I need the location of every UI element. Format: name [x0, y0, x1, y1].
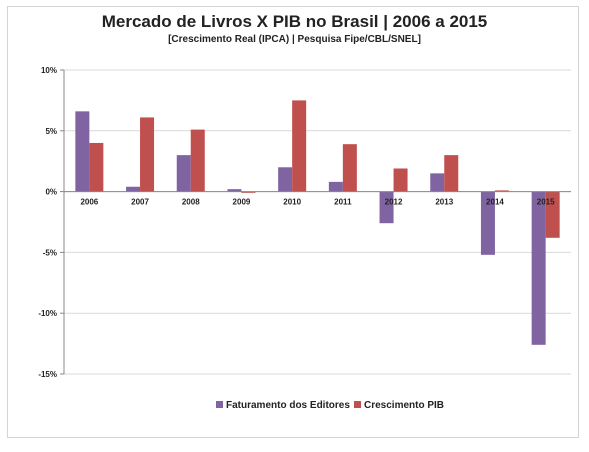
legend-label: Crescimento PIB	[364, 400, 444, 411]
bar-pib	[444, 155, 459, 192]
bar-faturamento	[176, 155, 191, 192]
y-tick-label: -5%	[43, 248, 57, 257]
bar-pib	[342, 144, 357, 192]
bar-pib	[140, 117, 155, 192]
bar-faturamento	[75, 111, 90, 192]
legend-swatch	[216, 401, 223, 408]
bar-pib	[292, 100, 307, 192]
bar-pib	[393, 168, 408, 192]
y-tick-label: -10%	[38, 309, 57, 318]
chart-title: Mercado de Livros X PIB no Brasil | 2006…	[101, 12, 488, 31]
legend-label: Faturamento dos Editores	[226, 400, 350, 411]
bar-faturamento	[328, 181, 343, 192]
bar-pib	[494, 190, 509, 192]
x-tick-label: 2009	[233, 198, 251, 207]
bar-faturamento	[480, 191, 495, 255]
x-tick-label: 2015	[537, 198, 555, 207]
y-tick-label: -15%	[38, 370, 57, 379]
x-tick-label: 2014	[486, 198, 504, 207]
bar-faturamento	[278, 167, 293, 192]
bar-faturamento	[430, 173, 445, 192]
x-tick-label: 2007	[131, 198, 149, 207]
x-tick-label: 2013	[435, 198, 453, 207]
chart-subtitle: [Crescimento Real (IPCA) | Pesquisa Fipe…	[168, 34, 421, 45]
bar-pib	[545, 191, 560, 238]
y-tick-label: 5%	[45, 127, 57, 136]
x-tick-label: 2011	[334, 198, 352, 207]
bar-faturamento	[126, 186, 141, 192]
bar-pib	[89, 142, 104, 192]
bar-faturamento	[531, 191, 546, 345]
legend-swatch	[354, 401, 361, 408]
bar-pib	[190, 129, 205, 192]
y-tick-label: 10%	[41, 66, 57, 75]
x-tick-label: 2012	[385, 198, 403, 207]
x-tick-label: 2006	[80, 198, 98, 207]
bar-faturamento	[379, 191, 394, 224]
x-tick-label: 2008	[182, 198, 200, 207]
y-tick-label: 0%	[45, 188, 57, 197]
bar-pib	[241, 191, 256, 193]
bar-faturamento	[227, 189, 242, 192]
x-tick-label: 2010	[283, 198, 301, 207]
